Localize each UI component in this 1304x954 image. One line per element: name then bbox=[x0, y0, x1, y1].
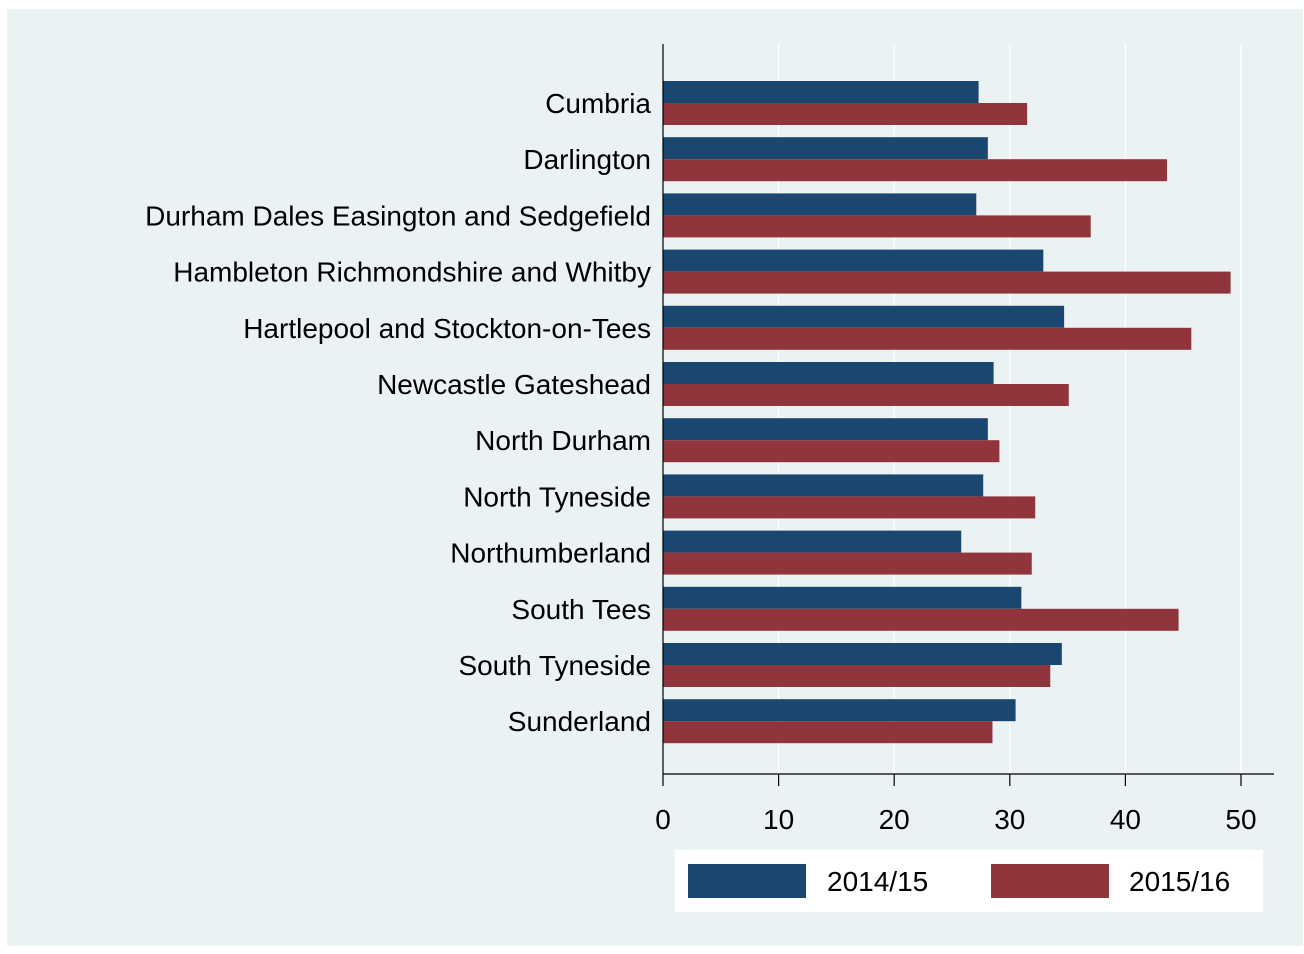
bar-sunderland-2014-15 bbox=[663, 699, 1016, 722]
x-tick-label: 50 bbox=[1225, 804, 1256, 835]
bar-north-tyneside-2015-16 bbox=[663, 496, 1036, 519]
bar-newcastle-gateshead-2014-15 bbox=[663, 362, 994, 384]
bar-hambleton-richmondshire-and-whitby-2015-16 bbox=[663, 271, 1231, 294]
bar-south-tees-2014-15 bbox=[663, 586, 1022, 609]
bar-northumberland-2014-15 bbox=[663, 530, 962, 553]
bar-north-durham-2014-15 bbox=[663, 418, 988, 441]
x-tick-label: 30 bbox=[994, 804, 1025, 835]
bar-hartlepool-and-stockton-on-tees-2014-15 bbox=[663, 305, 1065, 328]
category-labels: Cumbria Darlington Durham Dales Easington … bbox=[145, 88, 651, 737]
category-label: South Tees bbox=[511, 594, 651, 625]
tick-labels: 0 10 20 30 40 50 bbox=[655, 804, 1256, 835]
legend-swatch-2015-16 bbox=[991, 864, 1109, 898]
category-label: Hambleton Richmondshire and Whitby bbox=[173, 257, 651, 288]
x-tick-label: 10 bbox=[763, 804, 794, 835]
category-label: Darlington bbox=[523, 144, 651, 175]
bar-hartlepool-and-stockton-on-tees-2015-16 bbox=[663, 327, 1192, 350]
axes bbox=[662, 44, 1274, 786]
category-label: North Tyneside bbox=[463, 481, 651, 512]
category-label: Northumberland bbox=[450, 538, 651, 569]
legend-label-2014-15: 2014/15 bbox=[827, 866, 928, 897]
category-label: Durham Dales Easington and Sedgefield bbox=[145, 200, 651, 231]
bar-newcastle-gateshead-2015-16 bbox=[663, 384, 1069, 406]
bar-durham-dales-easington-and-sedgefield-2014-15 bbox=[663, 193, 977, 216]
bar-south-tees-2015-16 bbox=[663, 608, 1179, 631]
bar-south-tyneside-2014-15 bbox=[663, 643, 1062, 665]
bar-darlington-2014-15 bbox=[663, 137, 988, 160]
x-tick-label: 0 bbox=[655, 804, 671, 835]
x-tick-label: 40 bbox=[1110, 804, 1141, 835]
category-label: North Durham bbox=[475, 425, 651, 456]
bars bbox=[663, 81, 1231, 744]
bar-sunderland-2015-16 bbox=[663, 721, 993, 744]
legend-swatch-2014-15 bbox=[688, 864, 806, 898]
category-label: Hartlepool and Stockton-on-Tees bbox=[243, 313, 651, 344]
legend-label-2015-16: 2015/16 bbox=[1129, 866, 1230, 897]
category-label: Sunderland bbox=[508, 706, 651, 737]
bar-durham-dales-easington-and-sedgefield-2015-16 bbox=[663, 215, 1091, 238]
bar-cumbria-2014-15 bbox=[663, 81, 979, 103]
x-tick-label: 20 bbox=[879, 804, 910, 835]
bar-south-tyneside-2015-16 bbox=[663, 665, 1051, 687]
bar-northumberland-2015-16 bbox=[663, 552, 1032, 575]
bar-north-durham-2015-16 bbox=[663, 440, 1000, 463]
bar-darlington-2015-16 bbox=[663, 159, 1168, 182]
legend: 2014/15 2015/16 bbox=[675, 850, 1263, 912]
category-label: Newcastle Gateshead bbox=[377, 369, 651, 400]
category-label: South Tyneside bbox=[458, 650, 651, 681]
bar-cumbria-2015-16 bbox=[663, 103, 1028, 125]
category-label: Cumbria bbox=[545, 88, 651, 119]
bar-hambleton-richmondshire-and-whitby-2014-15 bbox=[663, 249, 1044, 272]
bar-north-tyneside-2014-15 bbox=[663, 474, 984, 497]
